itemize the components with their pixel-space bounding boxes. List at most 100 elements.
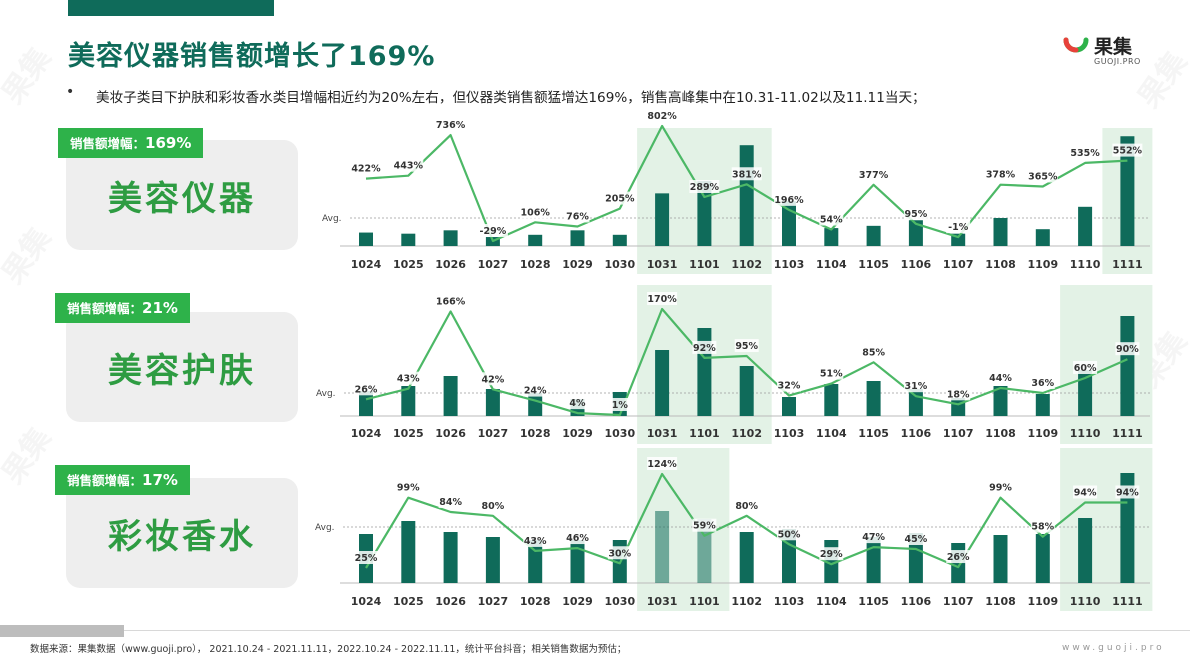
data-label-1024: 422% (351, 164, 381, 175)
data-label-1104: 54% (820, 215, 843, 226)
tick-label-1029: 1029 (562, 427, 593, 440)
data-label-1106: 95% (905, 209, 928, 220)
tick-label-1027: 1027 (478, 427, 509, 440)
data-label-bg (435, 294, 466, 308)
tick-label-1107: 1107 (943, 258, 974, 271)
tick-label-1111: 1111 (1112, 427, 1143, 440)
data-label-1111: 552% (1113, 146, 1143, 157)
bar-1109 (1035, 229, 1050, 246)
data-label-bg (777, 527, 801, 541)
logo-name: 果集 (1094, 36, 1133, 58)
tick-label-1109: 1109 (1027, 595, 1058, 608)
data-label-bg (477, 224, 508, 237)
average-label: Avg. (322, 214, 342, 224)
growth-badge: 销售额增幅：17% (55, 465, 190, 495)
badge-value: 21% (142, 299, 178, 317)
data-label-1110: 60% (1074, 363, 1097, 374)
bar-1103 (782, 397, 796, 416)
tick-label-1025: 1025 (393, 258, 424, 271)
tick-label-1110: 1110 (1070, 258, 1101, 271)
data-label-bg (903, 379, 928, 393)
data-label-bg (734, 339, 759, 353)
tick-label-1107: 1107 (943, 595, 974, 608)
footer-accent-bar (0, 625, 124, 637)
data-label-1109: 58% (1031, 522, 1054, 533)
bar-1031 (655, 511, 670, 583)
data-label-1029: 76% (566, 211, 589, 222)
tick-label-1109: 1109 (1027, 427, 1058, 440)
data-label-bg (731, 167, 762, 181)
tick-label-1030: 1030 (604, 595, 635, 608)
tick-label-1104: 1104 (816, 258, 847, 271)
footer-divider (124, 630, 1190, 631)
data-label-1107: -1% (948, 222, 969, 233)
tick-label-1106: 1106 (901, 427, 932, 440)
page-title: 美容仪器销售额增长了169% (68, 41, 436, 72)
category-card-skincare: 美容护肤 (66, 312, 298, 422)
data-label-bg (1115, 342, 1140, 356)
tick-label-1110: 1110 (1070, 427, 1101, 440)
data-label-bg (946, 220, 971, 234)
data-label-1107: 26% (947, 552, 970, 563)
data-label-bg (819, 212, 844, 226)
data-label-bg (396, 480, 421, 494)
data-label-bg (565, 209, 590, 223)
bar-1030 (612, 234, 627, 246)
badge-value: 169% (145, 134, 192, 152)
data-label-1103: 50% (778, 529, 801, 540)
data-label-1029: 4% (569, 398, 586, 409)
data-label-bg (565, 531, 590, 545)
data-label-bg (610, 398, 629, 411)
data-label-bg (438, 494, 463, 508)
tick-label-1108: 1108 (985, 427, 1016, 440)
bar-1102 (739, 145, 754, 246)
bar-1025 (401, 521, 416, 583)
tick-label-1029: 1029 (562, 595, 593, 608)
tick-label-1031: 1031 (647, 595, 678, 608)
data-label-1109: 365% (1028, 171, 1058, 182)
top-accent-bar (68, 0, 274, 16)
bar-1111 (1120, 136, 1135, 246)
average-label: Avg. (316, 389, 336, 399)
data-label-bg (520, 205, 551, 219)
data-label-1025: 99% (397, 483, 420, 494)
data-source-note: 数据来源：果集数据（www.guoji.pro）， 2021.10.24 - 2… (30, 644, 627, 655)
growth-badge: 销售额增幅：169% (58, 128, 204, 158)
tick-label-1105: 1105 (858, 427, 889, 440)
data-label-bg (692, 518, 717, 532)
tick-label-1107: 1107 (943, 427, 974, 440)
bar-1108 (993, 386, 1008, 416)
bar-1024 (359, 391, 373, 416)
tick-label-1028: 1028 (520, 595, 551, 608)
data-label-bg (568, 396, 587, 410)
bar-1106 (908, 533, 923, 583)
badge-label: 销售额增幅： (67, 473, 143, 488)
data-label-1105: 47% (862, 532, 885, 543)
bar-1027 (485, 389, 500, 416)
data-label-bg (1115, 485, 1140, 499)
data-label-bg (1112, 143, 1143, 157)
website-url: www.guoji.pro (1062, 643, 1165, 653)
data-label-bg (1030, 376, 1055, 390)
category-name: 美容护肤 (108, 350, 256, 391)
bar-1101 (697, 181, 712, 246)
data-label-1109: 36% (1031, 378, 1054, 389)
bar-1110 (1078, 370, 1093, 416)
bar-1102 (739, 366, 754, 416)
data-label-1027: 42% (482, 374, 505, 385)
category-card-makeup: 彩妆香水 (66, 478, 298, 588)
data-label-1104: 29% (820, 549, 843, 560)
data-label-1027: -29% (480, 226, 507, 237)
data-label-1024: 26% (355, 384, 378, 395)
data-label-bg (903, 532, 928, 546)
data-label-bg (523, 533, 548, 547)
data-label-bg (435, 118, 466, 132)
data-label-1110: 94% (1074, 487, 1097, 498)
tick-label-1029: 1029 (562, 258, 593, 271)
tick-label-1028: 1028 (520, 258, 551, 271)
data-label-bg (480, 372, 505, 386)
data-label-bg (604, 191, 635, 205)
data-label-bg (858, 167, 889, 181)
data-label-bg (1073, 360, 1098, 374)
data-label-bg (861, 345, 886, 359)
